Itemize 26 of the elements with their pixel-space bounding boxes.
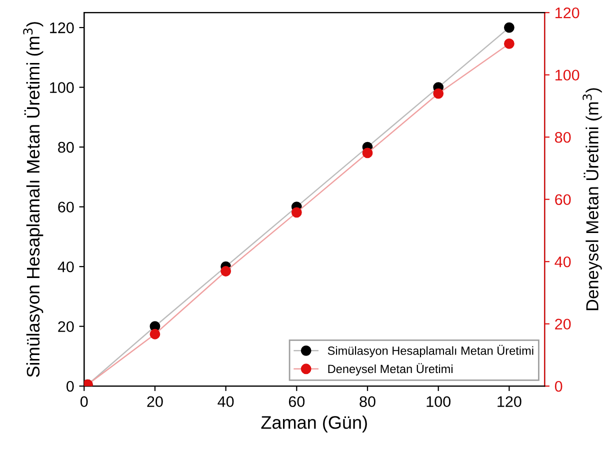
y2-tick-label: 0 xyxy=(554,380,562,392)
y-tick-label: 20 xyxy=(58,321,74,332)
x-tick-label: 60 xyxy=(288,396,305,408)
y2-axis-title: Deneysel Metan Üretimi (m$^{3}$) xyxy=(582,88,602,310)
y-tick-label: 0 xyxy=(66,380,74,392)
x-tick-label: 40 xyxy=(218,396,234,408)
y-tick-label: 60 xyxy=(58,202,74,213)
y-tick-label: 120 xyxy=(50,22,74,34)
x-tick-label: 20 xyxy=(147,396,163,408)
x-tick-label: 100 xyxy=(426,396,450,408)
x-axis-title: Zaman (Gün) xyxy=(261,416,367,432)
x-tick-label: 80 xyxy=(360,396,376,408)
y-tick-label: 80 xyxy=(58,142,74,153)
y2-tick-label: 100 xyxy=(556,70,580,81)
legend-label: Deneysel Metan Üretimi xyxy=(328,363,453,376)
y-tick-label: 100 xyxy=(50,82,74,93)
x-tick-label: 0 xyxy=(80,396,88,408)
y2-tick-label: 120 xyxy=(556,7,580,18)
x-tick-label: 120 xyxy=(498,396,522,408)
y2-tick-label: 20 xyxy=(555,318,571,330)
y-axis-title: Simülasyon Hesaplamalı Metan Üretimi (m$^{3}$) xyxy=(23,22,44,378)
y2-tick-label: 40 xyxy=(554,256,571,268)
y2-tick-label: 60 xyxy=(555,194,571,206)
y2-tick-label: 80 xyxy=(555,132,571,143)
y-tick-label: 40 xyxy=(58,261,74,272)
legend-label: Simülasyon Hesaplamalı Metan Üretimi xyxy=(328,344,534,358)
